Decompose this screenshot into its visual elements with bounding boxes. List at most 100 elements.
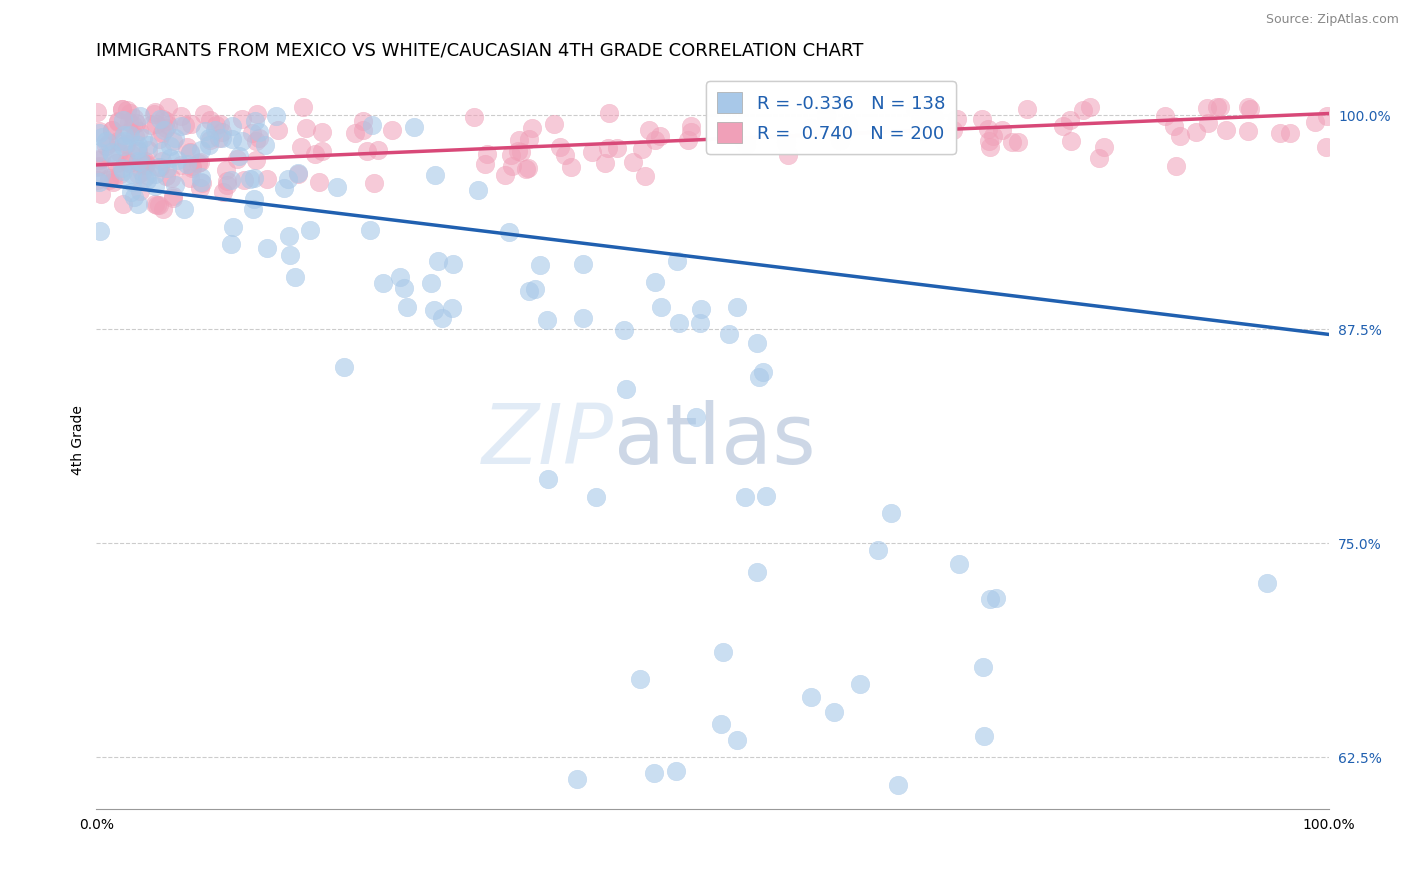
Point: [828, 133, 851, 147]
Point: [107, 134, 129, 148]
Point: [474, 157, 496, 171]
Point: [1078, 100, 1101, 114]
Point: [115, 103, 138, 117]
Point: [572, 257, 595, 271]
Point: [441, 301, 464, 316]
Point: [367, 144, 389, 158]
Point: [1215, 123, 1237, 137]
Point: [121, 167, 143, 181]
Point: [908, 112, 931, 127]
Point: [973, 729, 995, 743]
Point: [89, 224, 111, 238]
Point: [711, 645, 734, 659]
Point: [193, 107, 215, 121]
Point: [948, 557, 970, 571]
Text: IMMIGRANTS FROM MEXICO VS WHITE/CAUCASIAN 4TH GRADE CORRELATION CHART: IMMIGRANTS FROM MEXICO VS WHITE/CAUCASIA…: [97, 42, 863, 60]
Point: [173, 202, 195, 217]
Point: [121, 175, 143, 189]
Point: [120, 147, 142, 161]
Point: [1208, 100, 1230, 114]
Point: [598, 141, 620, 155]
Point: [475, 146, 498, 161]
Point: [155, 121, 177, 136]
Point: [430, 311, 453, 326]
Point: [163, 178, 186, 193]
Point: [127, 167, 149, 181]
Point: [815, 108, 838, 122]
Point: [98, 171, 121, 186]
Point: [131, 165, 153, 179]
Point: [287, 166, 309, 180]
Point: [523, 282, 546, 296]
Point: [634, 169, 657, 183]
Point: [494, 168, 516, 182]
Point: [215, 174, 238, 188]
Point: [392, 281, 415, 295]
Point: [1315, 140, 1337, 154]
Point: [100, 145, 122, 159]
Point: [111, 102, 134, 116]
Point: [520, 120, 543, 135]
Point: [152, 112, 174, 126]
Point: [425, 168, 447, 182]
Point: [752, 366, 775, 380]
Point: [664, 764, 686, 778]
Point: [463, 111, 485, 125]
Point: [356, 144, 378, 158]
Point: [665, 254, 688, 268]
Point: [112, 134, 135, 148]
Point: [163, 131, 186, 145]
Point: [498, 226, 520, 240]
Point: [903, 102, 925, 116]
Point: [136, 143, 159, 157]
Point: [1268, 126, 1291, 140]
Point: [880, 506, 903, 520]
Point: [111, 161, 134, 176]
Point: [152, 154, 174, 169]
Point: [125, 116, 148, 130]
Point: [240, 126, 263, 140]
Point: [734, 490, 756, 504]
Point: [149, 112, 172, 127]
Point: [181, 161, 204, 175]
Point: [1092, 139, 1115, 153]
Point: [89, 127, 111, 141]
Point: [118, 126, 141, 140]
Point: [264, 109, 287, 123]
Point: [548, 139, 571, 153]
Point: [222, 219, 245, 234]
Point: [141, 119, 163, 133]
Point: [499, 148, 522, 162]
Point: [232, 173, 254, 187]
Point: [169, 109, 191, 123]
Point: [991, 123, 1014, 137]
Point: [179, 145, 201, 159]
Point: [190, 175, 212, 189]
Point: [145, 178, 167, 193]
Point: [127, 197, 149, 211]
Point: [352, 113, 374, 128]
Point: [287, 167, 309, 181]
Point: [128, 109, 150, 123]
Point: [107, 145, 129, 159]
Point: [373, 276, 395, 290]
Point: [560, 160, 582, 174]
Point: [221, 173, 243, 187]
Point: [529, 258, 551, 272]
Text: ZIP: ZIP: [482, 400, 614, 481]
Point: [190, 143, 212, 157]
Point: [127, 145, 149, 159]
Point: [249, 131, 271, 145]
Point: [983, 129, 1005, 144]
Point: [246, 107, 269, 121]
Text: atlas: atlas: [614, 400, 815, 481]
Point: [886, 778, 908, 792]
Point: [1256, 575, 1278, 590]
Point: [120, 106, 142, 120]
Point: [211, 131, 233, 145]
Point: [668, 316, 690, 330]
Point: [650, 128, 672, 143]
Point: [311, 144, 333, 158]
Point: [284, 269, 307, 284]
Point: [162, 134, 184, 148]
